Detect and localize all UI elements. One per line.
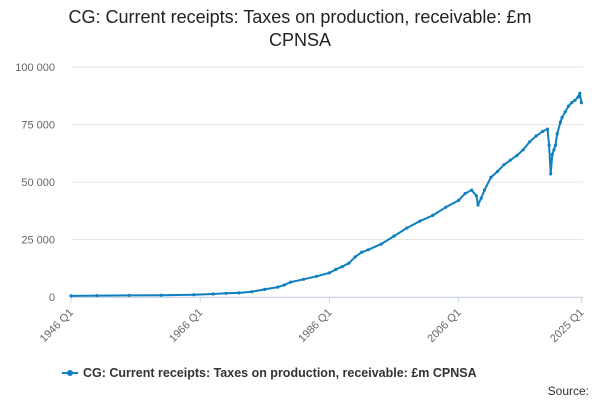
grid-layer	[71, 66, 583, 298]
data-point	[457, 198, 461, 202]
chart-title-line-1: CG: Current receipts: Taxes on productio…	[68, 7, 532, 27]
data-point	[276, 285, 280, 289]
data-point	[576, 95, 580, 99]
data-point	[431, 213, 435, 217]
data-point	[347, 261, 351, 265]
data-point	[545, 127, 550, 131]
data-point	[570, 101, 574, 105]
data-point	[327, 271, 331, 275]
data-point	[289, 280, 293, 284]
x-tick-label: 1946 Q1	[38, 307, 76, 345]
data-point	[379, 242, 383, 246]
data-point	[224, 291, 228, 295]
chart-title: CG: Current receipts: Taxes on productio…	[0, 6, 600, 52]
data-point	[353, 255, 357, 259]
series-layer	[69, 91, 584, 298]
data-point	[515, 154, 519, 158]
data-point	[405, 226, 409, 230]
data-point	[237, 291, 241, 295]
data-point	[489, 175, 493, 179]
data-point	[549, 172, 553, 176]
legend[interactable]: CG: Current receipts: Taxes on productio…	[62, 366, 477, 380]
legend-swatch	[62, 370, 78, 376]
data-point	[250, 290, 254, 294]
data-point	[314, 274, 319, 278]
data-point	[534, 134, 538, 138]
data-point	[547, 143, 551, 147]
data-point	[579, 101, 584, 105]
axis-layer: 0 25 000 50 000 75 000 100 000 1946 Q1 1966 Q1…	[15, 62, 586, 345]
data-point	[508, 158, 512, 162]
y-tick-label: 75 000	[21, 120, 55, 132]
x-tick-label: 1986 Q1	[296, 307, 334, 345]
data-point	[444, 205, 448, 209]
series-line	[70, 92, 583, 297]
y-tick-label: 50 000	[21, 177, 55, 189]
data-point	[553, 143, 558, 147]
data-point	[555, 132, 559, 136]
data-point	[69, 294, 73, 298]
data-point	[392, 234, 396, 238]
data-point	[528, 140, 532, 144]
x-tick-label: 2025 Q1	[548, 307, 586, 345]
data-point	[521, 148, 525, 152]
data-point	[360, 250, 364, 254]
x-tick-label: 1966 Q1	[167, 307, 205, 345]
data-point	[159, 293, 163, 297]
data-point	[366, 248, 370, 252]
data-point	[474, 194, 478, 198]
data-point	[192, 293, 196, 297]
data-point	[95, 294, 99, 298]
data-point	[211, 292, 215, 296]
data-point	[560, 116, 564, 120]
chart-title-line-2: CPNSA	[268, 30, 331, 50]
data-point	[302, 277, 306, 281]
data-point	[470, 188, 474, 192]
data-point	[550, 152, 554, 156]
data-point	[573, 98, 577, 102]
data-point	[476, 203, 480, 207]
data-point	[502, 163, 506, 167]
data-point	[552, 148, 556, 152]
data-point	[482, 188, 487, 192]
data-point	[495, 170, 499, 174]
data-point	[566, 104, 571, 108]
y-tick-label: 100 000	[15, 62, 55, 74]
data-point	[282, 283, 286, 287]
data-point	[479, 196, 483, 200]
data-point	[340, 265, 344, 269]
data-point	[127, 293, 131, 297]
data-point	[541, 129, 545, 133]
data-point	[558, 120, 563, 124]
data-point	[263, 287, 267, 291]
source-label: Source:	[547, 384, 589, 398]
x-tick-label: 2006 Q1	[425, 307, 463, 345]
data-point	[463, 191, 467, 196]
y-tick-label: 0	[49, 292, 55, 304]
y-tick-label: 25 000	[21, 235, 55, 247]
data-point	[418, 219, 422, 223]
data-point	[578, 91, 582, 95]
data-point	[334, 267, 338, 271]
legend-label: CG: Current receipts: Taxes on productio…	[83, 366, 477, 380]
data-point	[563, 110, 567, 114]
